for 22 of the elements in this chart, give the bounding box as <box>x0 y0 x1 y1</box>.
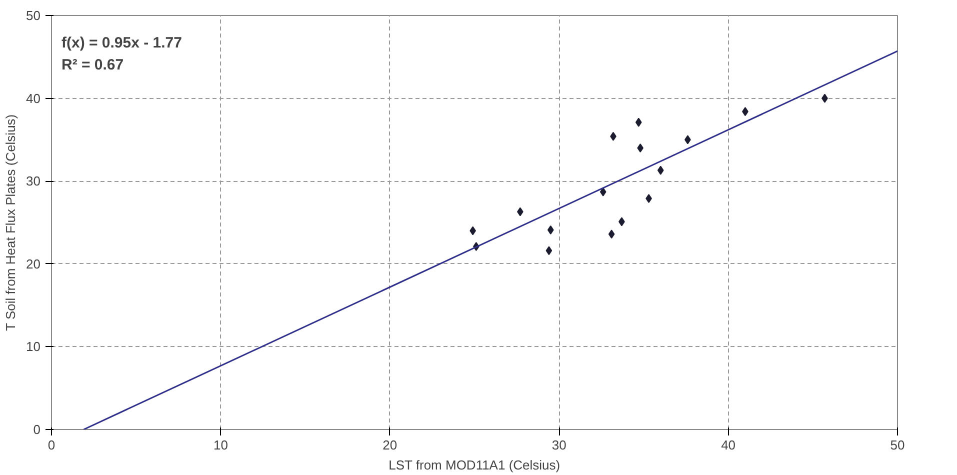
y-tick-label: 20 <box>26 256 41 272</box>
x-tick-label: 50 <box>890 438 905 452</box>
y-tick-label: 30 <box>26 174 41 189</box>
annotation: R² = 0.67 <box>62 56 124 74</box>
point <box>635 118 642 127</box>
point <box>600 187 606 196</box>
point <box>547 225 554 234</box>
x-tick-label: 10 <box>213 438 228 452</box>
y-tick-label: 0 <box>33 422 41 437</box>
x-tick-label: 30 <box>552 438 566 452</box>
y-tick-label: 40 <box>26 90 41 106</box>
point <box>546 246 552 256</box>
y-axis-title: T Soil from Heat Flux Plates (Celsius) <box>3 114 18 331</box>
x-tick-label: 0 <box>48 438 56 452</box>
y-tick-label: 10 <box>26 339 41 354</box>
point <box>657 166 664 175</box>
point <box>608 230 615 239</box>
x-axis-title: LST from MOD11A1 (Celsius) <box>388 458 560 472</box>
y-tick-label: 50 <box>26 8 41 23</box>
annotation: f(x) = 0.95x - 1.77 <box>62 34 182 52</box>
x-tick-label: 40 <box>721 438 736 452</box>
x-tick-label: 20 <box>382 438 398 452</box>
